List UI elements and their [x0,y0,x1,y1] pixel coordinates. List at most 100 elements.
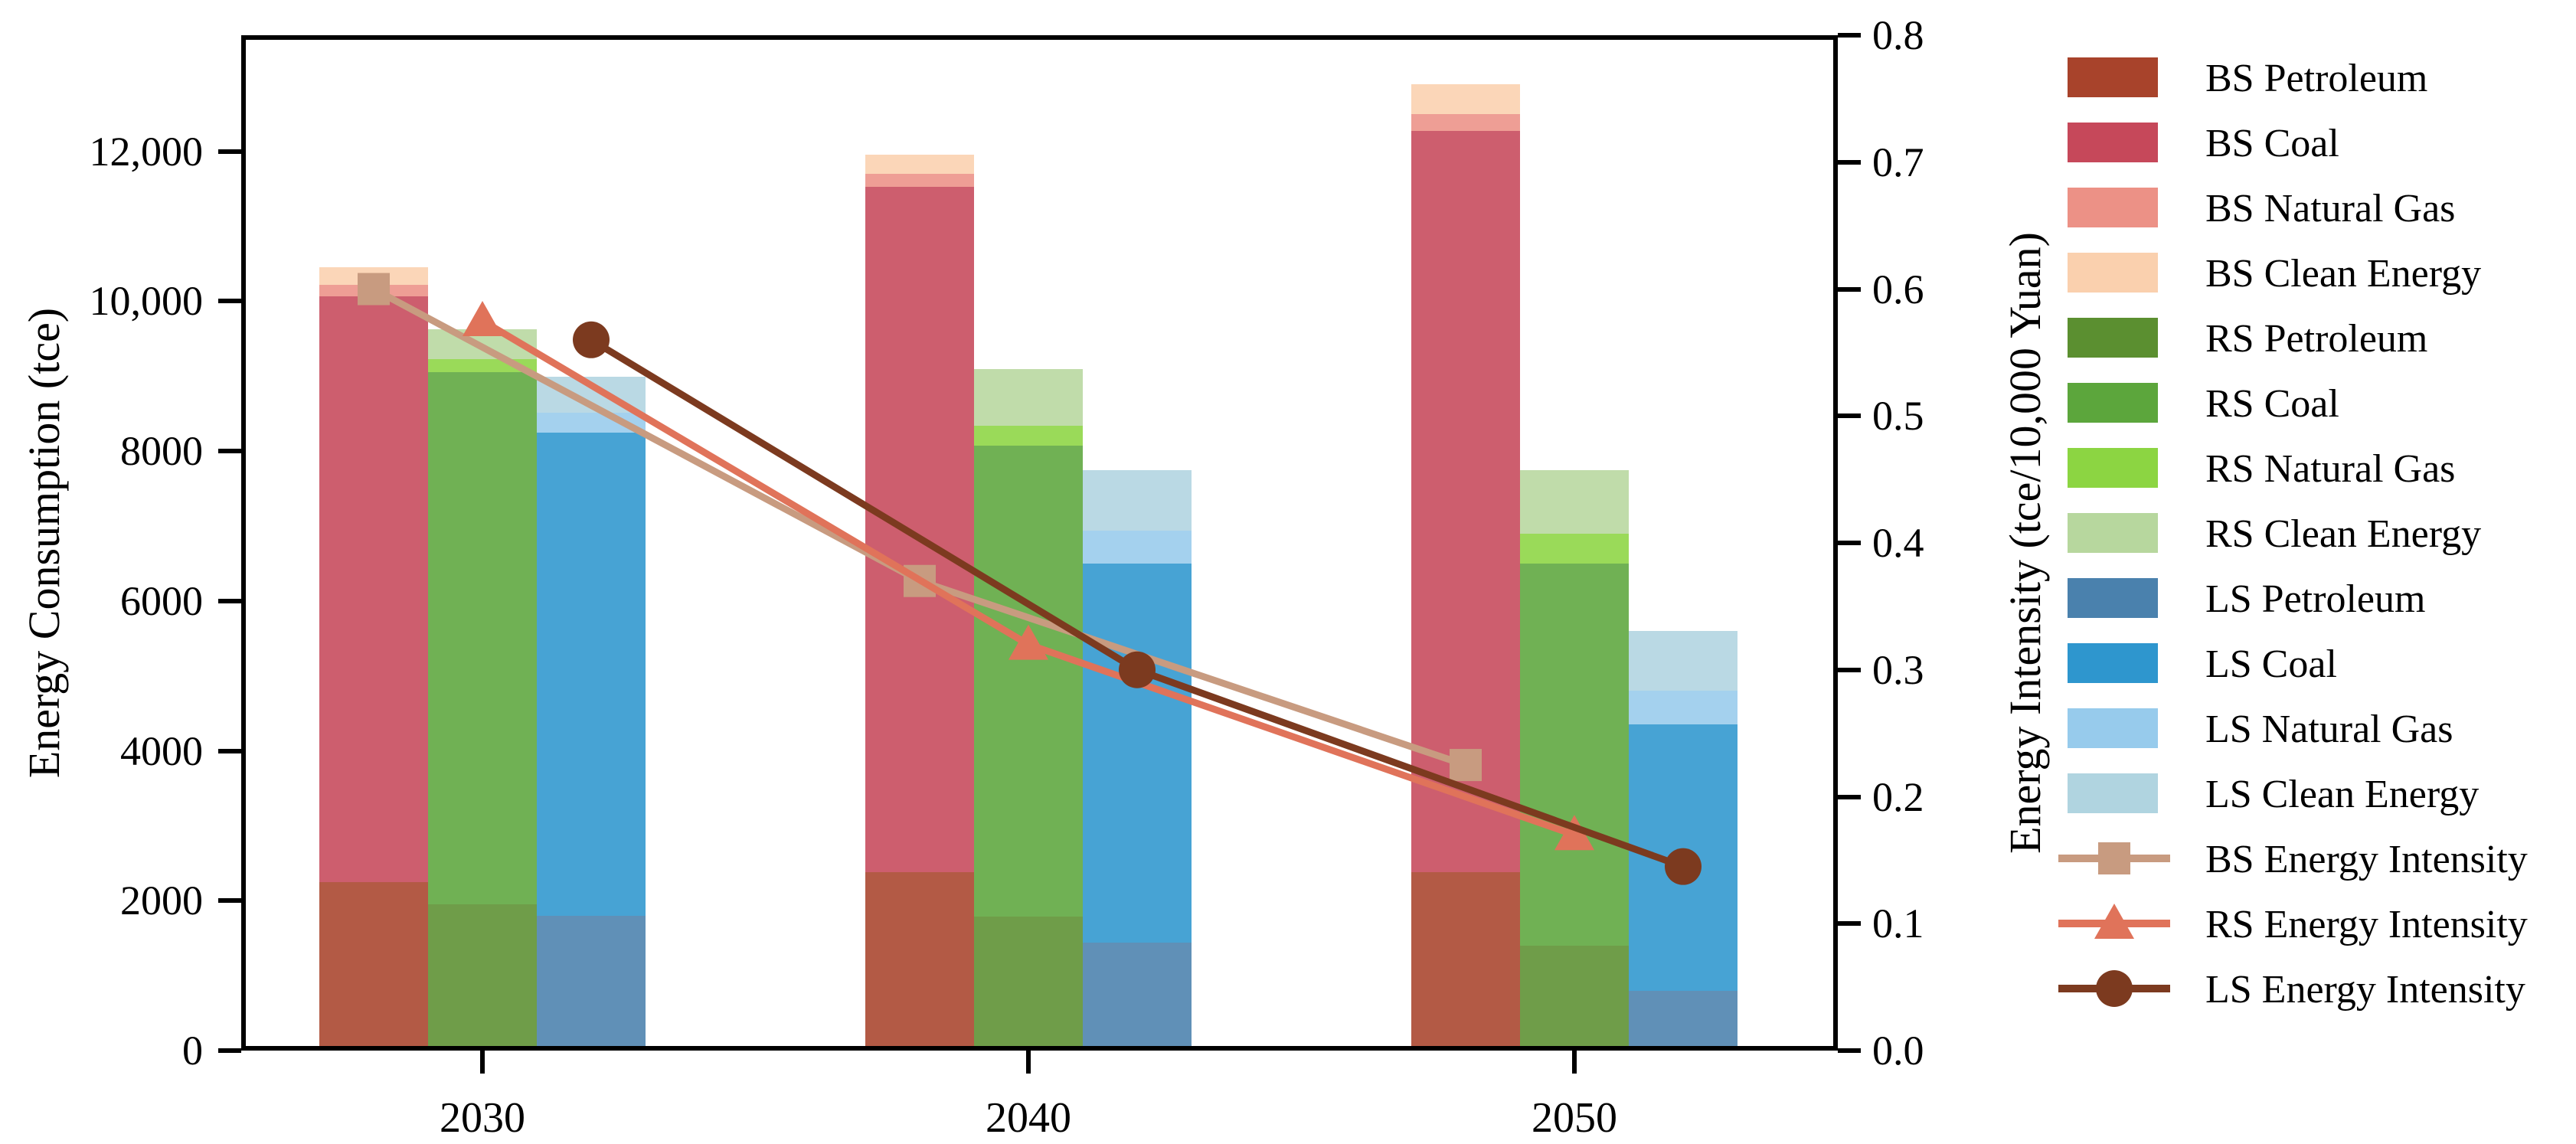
legend-swatch-bs-coal [2068,123,2158,162]
x-tick-label-2050: 2050 [1532,1094,1617,1142]
bar-segment-ls-clean-energy-2040 [1083,469,1192,531]
bar-segment-ls-petroleum-2030 [537,915,646,1051]
legend-swatch-bs-clean-energy [2068,253,2158,293]
square-marker [1450,749,1482,782]
legend-swatch-ls-clean-energy [2068,773,2158,813]
legend-label-rs-coal: RS Coal [2205,382,2339,426]
bar-segment-rs-petroleum-2050 [1520,945,1629,1051]
right-tick-mark [1838,1048,1861,1053]
triangle-marker [1008,624,1048,660]
right-tick-label: 0.1 [1872,900,1924,947]
x-tick-mark [1026,1051,1031,1074]
bar-segment-bs-petroleum-2030 [319,881,428,1051]
bar-segment-bs-coal-2030 [319,296,428,882]
legend-label-ls-energy-intensity: LS Energy Intensity [2205,968,2525,1012]
circle-marker [1119,651,1156,688]
legend-label-bs-petroleum: BS Petroleum [2205,57,2428,100]
rs-intensity-line [480,318,1576,838]
left-tick-mark [218,449,241,454]
left-tick-label: 2000 [120,878,203,924]
triangle-marker [463,300,502,336]
x-tick-label-2030: 2030 [440,1094,525,1142]
right-tick-label: 0.2 [1872,773,1924,820]
bar-segment-bs-petroleum-2050 [1411,872,1520,1051]
legend-swatch-rs-petroleum [2068,318,2158,358]
bar-segment-ls-coal-2030 [537,432,646,916]
legend-label-ls-petroleum: LS Petroleum [2205,577,2426,621]
left-tick-label: 4000 [120,727,203,774]
ls-intensity-line [589,336,1685,870]
legend-swatch-ls-petroleum [2068,578,2158,618]
bar-segment-bs-clean-energy-2050 [1411,83,1520,114]
right-tick-label: 0.3 [1872,646,1924,693]
legend-swatch-bs-natural-gas [2068,188,2158,227]
left-tick-mark [218,748,241,753]
right-tick-label: 0.7 [1872,139,1924,185]
legend-swatch-bs-petroleum [2068,57,2158,97]
bar-segment-rs-petroleum-2030 [428,904,537,1051]
bar-segment-rs-coal-2030 [428,372,537,905]
bar-segment-ls-petroleum-2040 [1083,943,1192,1051]
bar-segment-rs-natural-gas-2050 [1520,533,1629,564]
right-tick-label: 0.6 [1872,266,1924,312]
right-tick-mark [1838,413,1861,419]
right-tick-label: 0.8 [1872,12,1924,58]
legend-label-bs-clean-energy: BS Clean Energy [2205,252,2482,296]
bar-segment-ls-natural-gas-2040 [1083,530,1192,564]
bar-segment-ls-coal-2040 [1083,563,1192,943]
legend-label-ls-coal: LS Coal [2205,642,2337,686]
left-tick-mark [218,898,241,904]
right-tick-mark [1838,541,1861,545]
left-tick-mark [218,598,241,603]
x-tick-mark [1572,1051,1577,1074]
legend-label-bs-coal: BS Coal [2205,122,2339,165]
left-tick-label: 8000 [120,428,203,475]
legend-label-bs-natural-gas: BS Natural Gas [2205,187,2456,230]
bar-segment-rs-clean-energy-2050 [1520,469,1629,534]
legend-circle-marker [2096,970,2133,1007]
bar-segment-bs-natural-gas-2050 [1411,113,1520,132]
circle-marker [573,321,610,358]
right-tick-mark [1838,286,1861,292]
legend-swatch-ls-natural-gas [2068,708,2158,748]
bar-segment-ls-clean-energy-2050 [1629,630,1737,691]
right-tick-label: 0.5 [1872,393,1924,440]
legend-label-rs-clean-energy: RS Clean Energy [2205,512,2482,556]
left-tick-label: 10,000 [89,278,204,325]
left-tick-label: 6000 [120,577,203,624]
left-tick-mark [218,299,241,304]
right-tick-mark [1838,33,1861,38]
left-tick-mark [218,1048,241,1053]
bar-segment-rs-clean-energy-2040 [974,369,1083,426]
x-tick-mark [480,1051,485,1074]
legend-swatch-rs-coal [2068,383,2158,423]
legend-label-ls-clean-energy: LS Clean Energy [2205,773,2480,816]
legend-swatch-ls-coal [2068,643,2158,683]
circle-marker [1665,848,1702,885]
left-tick-label: 0 [182,1028,203,1074]
bar-segment-bs-petroleum-2040 [865,872,974,1051]
legend-swatch-rs-clean-energy [2068,513,2158,553]
legend-label-rs-petroleum: RS Petroleum [2205,317,2428,361]
bar-segment-bs-clean-energy-2040 [865,154,974,175]
right-tick-label: 0.0 [1872,1028,1924,1074]
square-marker [358,273,390,306]
right-tick-label: 0.4 [1872,520,1924,566]
bar-segment-ls-petroleum-2050 [1629,990,1737,1051]
right-tick-mark [1838,794,1861,799]
legend-label-ls-natural-gas: LS Natural Gas [2205,708,2453,751]
legend-label-bs-energy-intensity: BS Energy Intensity [2205,838,2528,881]
bar-segment-rs-petroleum-2040 [974,916,1083,1051]
right-tick-mark [1838,667,1861,672]
left-tick-mark [218,149,241,154]
bar-segment-bs-coal-2050 [1411,131,1520,873]
legend-square-marker [2098,842,2130,874]
bar-segment-rs-coal-2040 [974,446,1083,917]
bar-segment-rs-natural-gas-2040 [974,425,1083,446]
bar-segment-rs-coal-2050 [1520,563,1629,946]
x-tick-label-2040: 2040 [986,1094,1071,1142]
right-tick-mark [1838,921,1861,927]
bar-segment-bs-natural-gas-2040 [865,174,974,187]
